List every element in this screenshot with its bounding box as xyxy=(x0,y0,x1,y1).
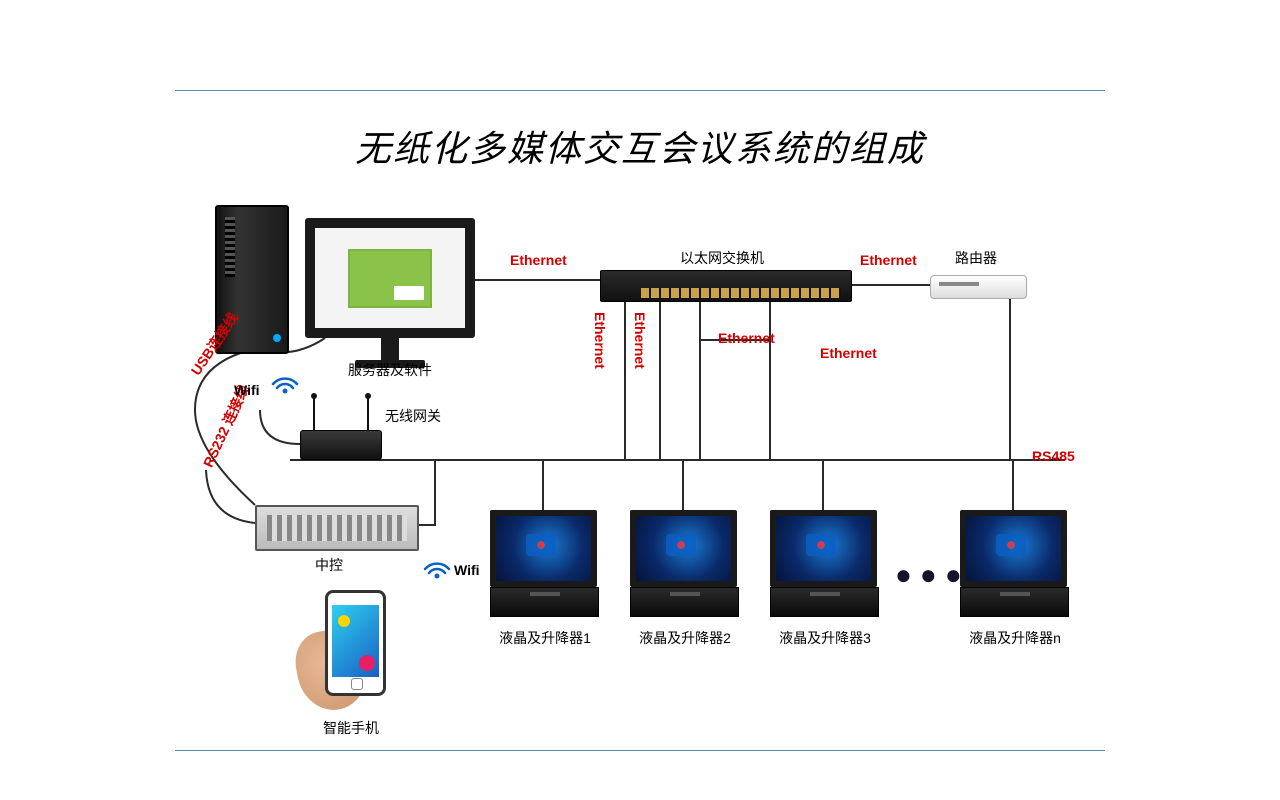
central-controller-icon xyxy=(255,505,419,551)
phone-label: 智能手机 xyxy=(323,718,379,738)
wifi-icon xyxy=(270,370,300,394)
connection-label: Ethernet xyxy=(592,312,608,369)
server-monitor-icon xyxy=(305,218,475,368)
lcd-terminal-icon xyxy=(770,510,879,617)
connection-label: Ethernet xyxy=(718,330,775,346)
connection-label: Ethernet xyxy=(820,345,877,361)
connection-label: RS485 xyxy=(1032,448,1075,464)
rule-top xyxy=(175,90,1105,91)
router-label: 路由器 xyxy=(955,248,997,268)
switch-label: 以太网交换机 xyxy=(680,248,764,268)
connection-label: Ethernet xyxy=(510,252,567,268)
connection-label: Wifi xyxy=(454,562,480,578)
wireless-gateway-icon xyxy=(300,430,382,460)
ellipsis-icon: ●●● xyxy=(895,560,970,592)
connection-label: Ethernet xyxy=(860,252,917,268)
connection-label: Wifi xyxy=(234,382,260,398)
ethernet-switch-icon xyxy=(600,270,852,302)
terminal-label: 液晶及升降器2 xyxy=(630,628,740,648)
connection-label: Ethernet xyxy=(632,312,648,369)
lcd-terminal-icon xyxy=(630,510,739,617)
terminal-label: 液晶及升降器n xyxy=(960,628,1070,648)
lcd-terminal-icon xyxy=(960,510,1069,617)
lcd-terminal-icon xyxy=(490,510,599,617)
smartphone-icon xyxy=(325,590,386,696)
rule-bottom xyxy=(175,750,1105,751)
server-label: 服务器及软件 xyxy=(325,360,455,380)
terminal-label: 液晶及升降器1 xyxy=(490,628,600,648)
controller-label: 中控 xyxy=(315,555,343,575)
terminal-label: 液晶及升降器3 xyxy=(770,628,880,648)
diagram-title: 无纸化多媒体交互会议系统的组成 xyxy=(0,120,1280,172)
router-icon xyxy=(930,275,1027,299)
gateway-label: 无线网关 xyxy=(385,406,441,426)
wifi-icon xyxy=(422,555,452,579)
